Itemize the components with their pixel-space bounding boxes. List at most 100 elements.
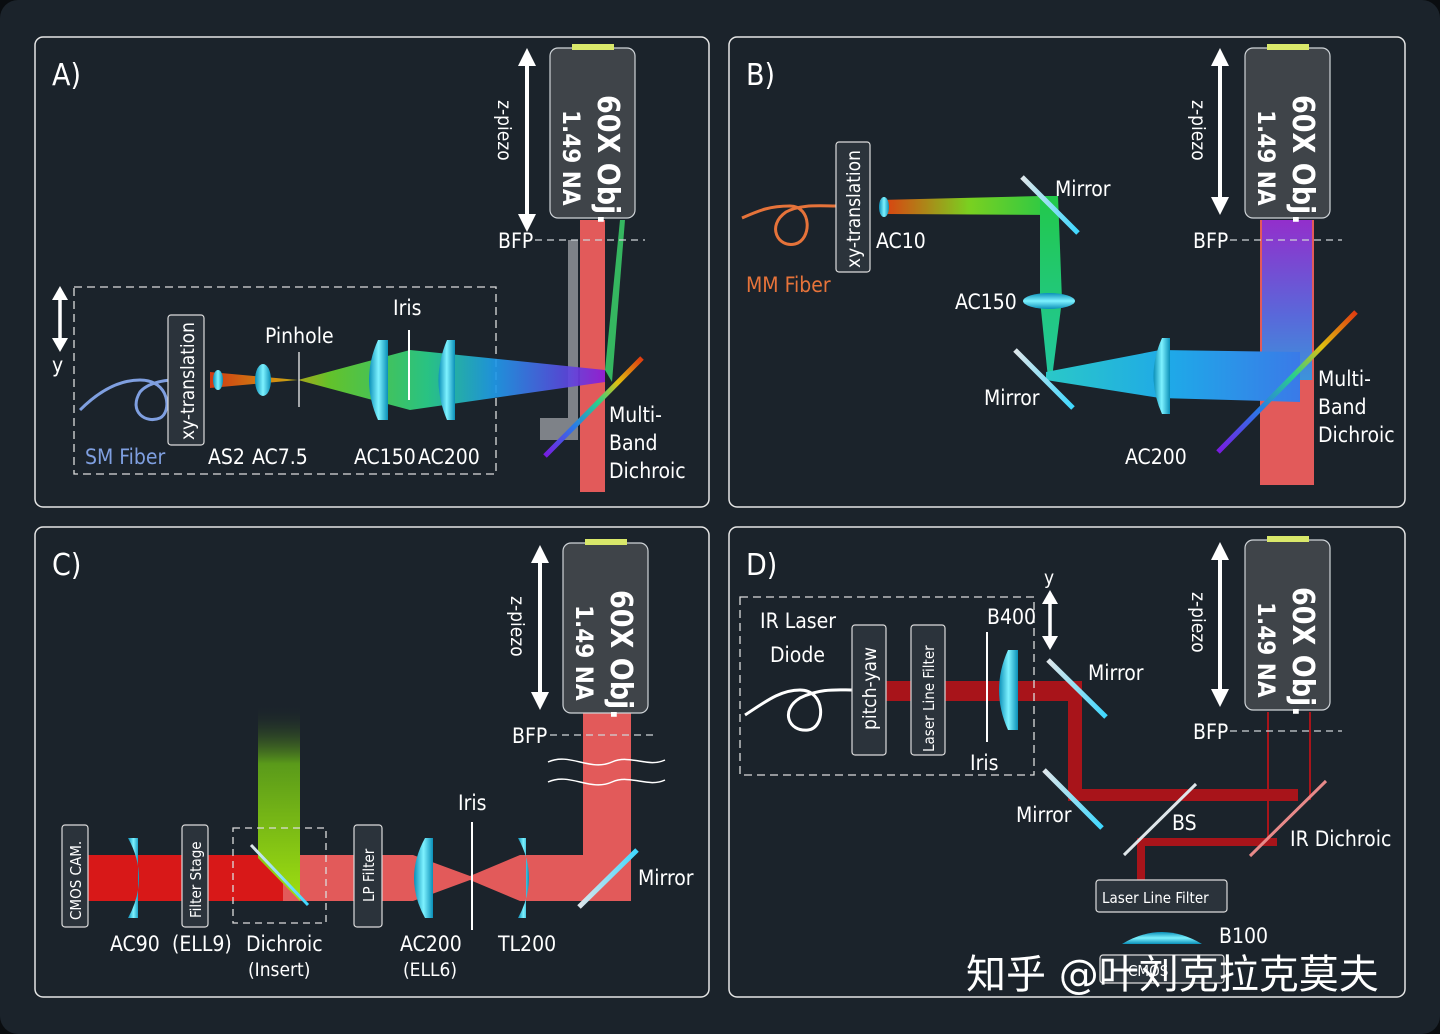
panel-c-ell9-label: (ELL9) bbox=[172, 932, 232, 956]
panel-c-insert-label: (Insert) bbox=[248, 959, 310, 981]
panel-b-mm-fiber-label: MM Fiber bbox=[746, 273, 831, 297]
panel-b-ac10-label: AC10 bbox=[876, 229, 926, 253]
panel-d-ir-laser-label-2: Diode bbox=[770, 643, 825, 667]
panel-d-laser-line-filter-v-box bbox=[910, 624, 946, 756]
panel-a-up-beam bbox=[605, 220, 625, 382]
panel-a-objective: 60X Obj. 1.49 NA bbox=[549, 44, 636, 225]
panel-d-laser-line-filter-h-label: Laser Line Filter bbox=[1102, 889, 1209, 907]
panel-c-iris-label: Iris bbox=[458, 791, 486, 815]
panel-d-mirror-bottom bbox=[1042, 768, 1104, 830]
panel-a-xy-translation-label: xy-translation bbox=[177, 322, 199, 440]
panel-c-bfp-label: BFP bbox=[512, 724, 547, 748]
panel-d-fiber bbox=[744, 688, 853, 732]
panel-b: B) 60X Obj. 1.49 NA z-piezo BFP MM Fiber… bbox=[728, 36, 1406, 508]
panel-c-filter-stage bbox=[181, 824, 209, 928]
panel-d-ir-dichroic-label: IR Dichroic bbox=[1290, 827, 1391, 851]
panel-c-dichroic-label: Dichroic bbox=[246, 932, 323, 956]
panel-a-ac200-label: AC200 bbox=[418, 445, 480, 469]
panel-d-mirror-top bbox=[1046, 658, 1108, 719]
panel-c-red-beam-mid bbox=[283, 855, 413, 901]
panel-c-ac90-label: AC90 bbox=[110, 932, 160, 956]
panel-c-ac200-lens bbox=[414, 838, 433, 918]
panel-a-ac200-lens bbox=[438, 340, 455, 420]
panel-b-bfp-label: BFP bbox=[1193, 229, 1228, 253]
panel-d-b100-label: B100 bbox=[1219, 924, 1268, 948]
panel-d-b400-lens bbox=[999, 650, 1018, 730]
panel-d-bfp-label: BFP bbox=[1193, 720, 1228, 744]
panel-d-beamsplitter bbox=[1122, 782, 1198, 857]
panel-b-xy-translation-label: xy-translation bbox=[843, 150, 865, 268]
panel-b-xy-translation-box bbox=[835, 141, 871, 273]
panel-b-beam-horizontal bbox=[1046, 350, 1300, 402]
panel-b-mirror-top bbox=[1020, 175, 1080, 235]
panel-a-xy-translation-box bbox=[167, 314, 205, 446]
panel-a-red-beam bbox=[580, 220, 605, 492]
panel-a-y-label: y bbox=[52, 353, 63, 377]
panel-b-objective-line1: 60X Obj. bbox=[1285, 95, 1320, 225]
panel-b-beam-down bbox=[1040, 196, 1062, 378]
panel-b-zpiezo-label: z-piezo bbox=[1187, 100, 1209, 161]
panel-a-enclosure bbox=[73, 286, 497, 475]
panel-d-zpiezo-label: z-piezo bbox=[1187, 592, 1209, 653]
panel-c-ac90-lens bbox=[128, 838, 139, 918]
panel-a-border bbox=[34, 36, 710, 508]
panel-b-mm-fiber bbox=[741, 204, 837, 246]
panel-a-dichroic-label-3: Dichroic bbox=[609, 459, 686, 483]
panel-a-letter: A) bbox=[52, 58, 81, 93]
panel-d-enclosure bbox=[739, 596, 1035, 776]
panel-a-iris-label: Iris bbox=[393, 296, 421, 320]
panel-d-objective: 60X Obj. 1.49 NA bbox=[1244, 536, 1331, 717]
panel-b-mirror-top-label: Mirror bbox=[1055, 177, 1111, 201]
panel-c-mirror bbox=[577, 848, 639, 909]
panel-a-sm-fiber bbox=[78, 377, 201, 421]
panel-a-dichroic-label-2: Band bbox=[609, 431, 658, 455]
panel-a-objective-line2: 1.49 NA bbox=[557, 110, 585, 206]
panel-a-objective-line1: 60X Obj. bbox=[590, 95, 625, 225]
panel-d-laser-line-filter-v-label: Laser Line Filter bbox=[920, 645, 938, 752]
panel-b-ac150-label: AC150 bbox=[955, 290, 1017, 314]
panel-a-bfp-label: BFP bbox=[498, 229, 533, 253]
panel-c-dichroic-insert-box bbox=[232, 827, 327, 924]
panel-a-ac75-lens bbox=[255, 364, 271, 396]
panel-b-ac10-lens bbox=[879, 197, 889, 217]
panel-c-cmos-label: CMOS CAM. bbox=[67, 841, 85, 920]
panel-b-multiband-dichroic bbox=[1216, 310, 1358, 454]
panel-d-objective-line1: 60X Obj. bbox=[1285, 587, 1320, 717]
panel-c-objective-line2: 1.49 NA bbox=[570, 605, 598, 701]
panel-d-bs-label: BS bbox=[1172, 811, 1197, 835]
panel-c-beam-focus-out bbox=[470, 855, 520, 901]
panel-d-pitch-yaw-label: pitch-yaw bbox=[859, 647, 881, 730]
panel-a-sm-fiber-label: SM Fiber bbox=[85, 445, 166, 469]
panel-b-mirror-bottom-label: Mirror bbox=[984, 386, 1040, 410]
panel-b-border bbox=[728, 36, 1406, 508]
panel-a-as2-lens bbox=[213, 370, 223, 390]
panel-c-break-marks bbox=[547, 758, 666, 786]
panel-b-letter: B) bbox=[746, 58, 775, 93]
panel-b-beam-top bbox=[880, 196, 1058, 215]
panel-d-y-label: y bbox=[1044, 567, 1054, 589]
panel-c-tl200-label: TL200 bbox=[497, 932, 556, 956]
panel-b-objective-line2: 1.49 NA bbox=[1252, 110, 1280, 206]
panel-d-zpiezo-arrow bbox=[1211, 542, 1229, 707]
panel-d-letter: D) bbox=[746, 548, 777, 583]
panel-d-iris-label: Iris bbox=[970, 751, 998, 775]
panel-d-b100-lens bbox=[1122, 932, 1202, 944]
panel-c-ac200-label: AC200 bbox=[400, 932, 462, 956]
panel-c-dichroic bbox=[249, 843, 310, 907]
panel-a-y-arrow bbox=[52, 286, 68, 352]
panel-b-dichroic-label-2: Band bbox=[1318, 395, 1367, 419]
panel-d-pitch-yaw-box bbox=[851, 624, 887, 756]
panel-a-ac150-lens bbox=[369, 340, 388, 420]
panel-c-cmos-camera bbox=[61, 824, 89, 928]
panel-c-mirror-label: Mirror bbox=[638, 866, 694, 890]
panel-c-zpiezo-arrow bbox=[531, 545, 549, 710]
panel-a-pinhole-label: Pinhole bbox=[265, 324, 334, 348]
panel-a-zpiezo-label: z-piezo bbox=[493, 100, 515, 161]
panel-c-zpiezo-label: z-piezo bbox=[506, 596, 528, 657]
panel-c-letter: C) bbox=[52, 548, 81, 583]
panel-d-cmos-label: CMOS bbox=[1128, 962, 1168, 980]
panel-a-excitation-beam bbox=[210, 350, 605, 410]
panel-c-red-beam-up bbox=[583, 712, 631, 901]
panel-d-b400-label: B400 bbox=[987, 605, 1036, 629]
